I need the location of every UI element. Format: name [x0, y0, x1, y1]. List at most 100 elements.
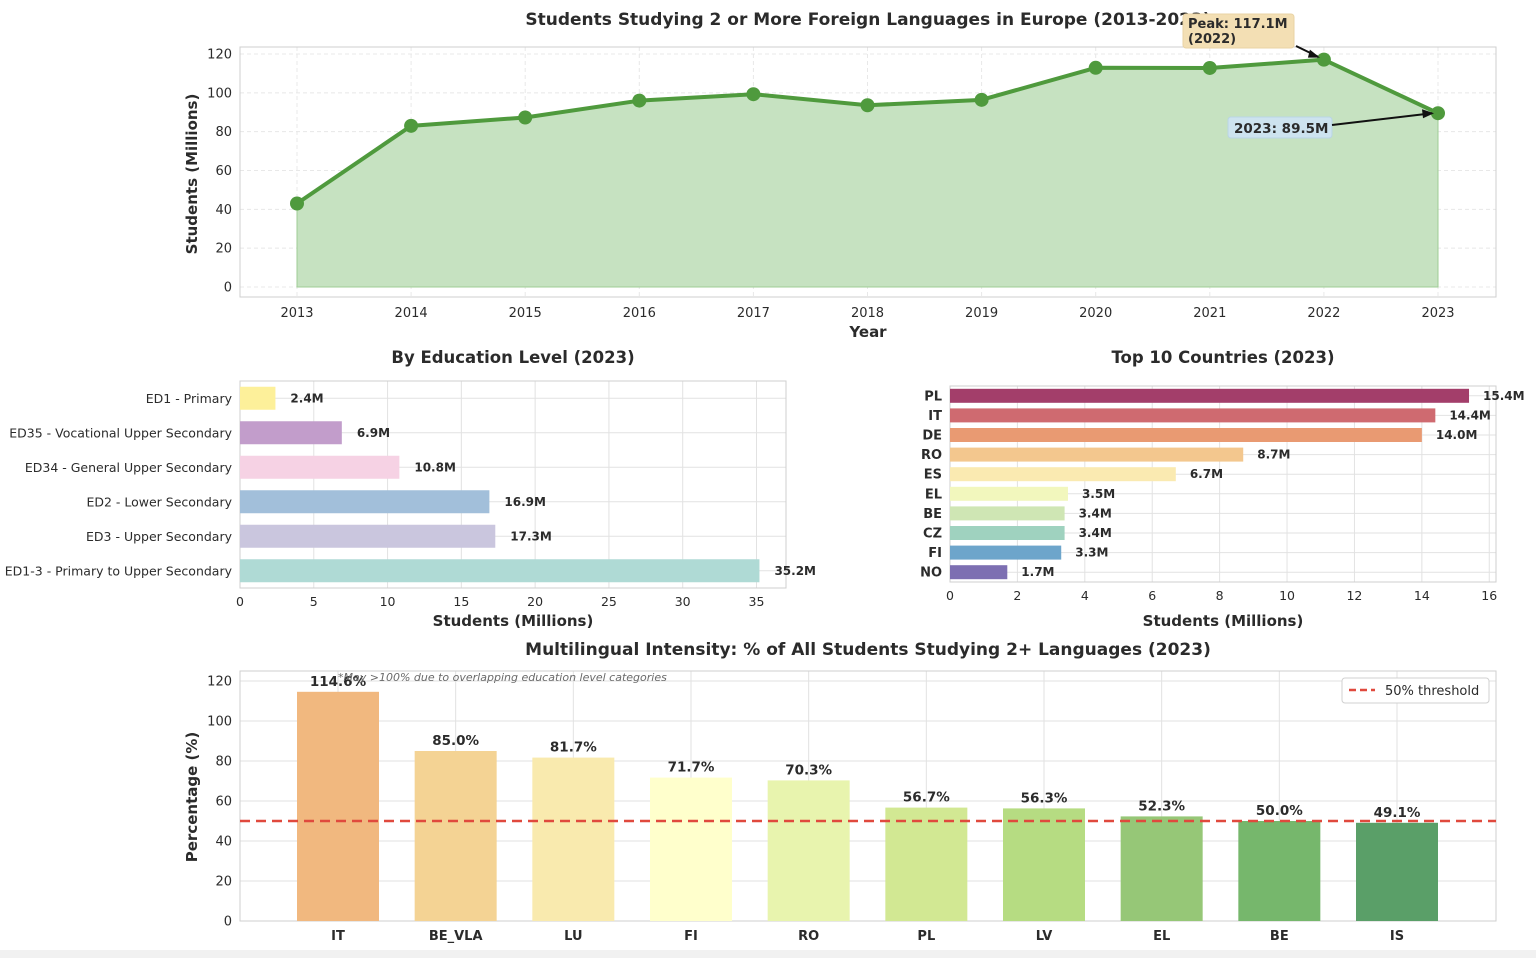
- intensity-bar: [1003, 808, 1085, 921]
- education-chart-bar: [240, 421, 342, 445]
- intensity-bar: [767, 780, 850, 921]
- intensity-bar: [1238, 821, 1321, 921]
- intensity-category-label: BE: [1270, 929, 1289, 944]
- trend-ytick-label: 80: [215, 125, 232, 140]
- countries-chart-frame: [949, 385, 1497, 583]
- intensity-value-label: 49.1%: [1374, 805, 1421, 821]
- countries-chart-category-label: ES: [924, 468, 942, 483]
- intensity-bar: [532, 757, 615, 921]
- education-chart-background: [240, 381, 786, 588]
- intensity-bar: [414, 751, 497, 921]
- education-chart-category-label: ED34 - General Upper Secondary: [25, 460, 233, 475]
- peak-arrowhead: [1307, 49, 1320, 58]
- countries-chart-bar: [950, 486, 1068, 501]
- countries-chart-value-label: 8.7M: [1257, 448, 1290, 462]
- top-countries-chart: Top 10 Countries (2023) Students (Millio…: [920, 348, 1525, 630]
- last-annotation-arrow: [1331, 112, 1433, 126]
- intensity-ytick-label: 60: [215, 795, 232, 810]
- last-annotation-label: 2023: 89.5M: [1234, 121, 1328, 137]
- intensity-note: *May >100% due to overlapping education …: [338, 671, 667, 684]
- trend-xtick-label: 2017: [737, 306, 770, 321]
- trend-xtick-label: 2022: [1307, 306, 1340, 321]
- countries-chart-category-label: IT: [928, 409, 942, 424]
- education-chart-xtick-label: 10: [380, 594, 396, 609]
- countries-chart-xtick-label: 10: [1279, 588, 1295, 603]
- intensity-category-label: BE_VLA: [429, 929, 483, 944]
- education-chart-value-label: 17.3M: [510, 529, 552, 543]
- intensity-chart-title: Multilingual Intensity: % of All Student…: [525, 640, 1211, 660]
- education-chart-bar: [240, 559, 760, 583]
- intensity-category-label: IT: [331, 929, 345, 944]
- trend-point: [860, 98, 875, 113]
- countries-chart-category-label: CZ: [923, 527, 942, 542]
- intensity-category-label: EL: [1153, 929, 1170, 944]
- intensity-value-label: 52.3%: [1138, 798, 1185, 814]
- trend-ytick-label: 20: [215, 242, 232, 257]
- intensity-category-label: LU: [564, 929, 582, 944]
- peak-annotation-box: [1182, 13, 1295, 49]
- figure-footer: [0, 950, 1536, 958]
- trend-chart-xlabel: Year: [848, 323, 887, 341]
- education-chart-category-label: ED1-3 - Primary to Upper Secondary: [5, 563, 233, 578]
- trend-xtick-label: 2016: [623, 306, 656, 321]
- education-chart-category-label: ED3 - Upper Secondary: [86, 529, 233, 544]
- intensity-bar: [885, 807, 968, 921]
- education-chart-value-label: 16.9M: [504, 495, 546, 509]
- countries-chart-category-label: RO: [921, 448, 942, 463]
- education-chart-xtick-label: 30: [675, 594, 691, 609]
- countries-chart-bar: [950, 545, 1062, 560]
- countries-chart-bar: [950, 388, 1470, 403]
- intensity-category-label: PL: [917, 929, 935, 944]
- trend-ytick-label: 100: [207, 86, 232, 101]
- countries-chart-bar: [950, 428, 1422, 442]
- intensity-category-label: IS: [1390, 929, 1404, 944]
- intensity-frame: [239, 670, 1497, 922]
- trend-xtick-label: 2014: [395, 306, 428, 321]
- countries-chart-xtick-label: 12: [1346, 588, 1362, 603]
- trend-chart-frame: [239, 46, 1497, 298]
- countries-chart-value-label: 15.4M: [1483, 389, 1525, 403]
- countries-chart-value-label: 3.4M: [1079, 526, 1112, 540]
- countries-chart-category-label: PL: [924, 389, 942, 404]
- intensity-value-label: 70.3%: [785, 762, 832, 778]
- intensity-bar: [1120, 816, 1203, 921]
- countries-chart-title: Top 10 Countries (2023): [1111, 348, 1334, 367]
- intensity-value-label: 81.7%: [550, 740, 597, 756]
- intensity-category-label: FI: [684, 929, 698, 944]
- countries-chart-xtick-label: 0: [946, 588, 954, 603]
- countries-chart-xtick-label: 16: [1481, 588, 1497, 603]
- countries-chart-xlabel: Students (Millions): [1143, 612, 1304, 630]
- intensity-bar: [650, 777, 732, 921]
- education-chart-title: By Education Level (2023): [391, 348, 634, 367]
- intensity-ytick-label: 0: [224, 915, 232, 930]
- trend-ytick-label: 60: [215, 164, 232, 179]
- intensity-value-label: 56.3%: [1021, 790, 1068, 806]
- countries-chart-bar: [950, 526, 1065, 540]
- trend-point: [290, 196, 304, 211]
- education-chart-value-label: 35.2M: [774, 564, 816, 578]
- education-chart-bar: [240, 455, 400, 479]
- trend-point: [632, 93, 647, 108]
- education-chart-xtick-label: 25: [601, 594, 617, 609]
- intensity-bar: [1356, 822, 1438, 921]
- countries-chart-category-label: FI: [928, 546, 942, 561]
- trend-point: [746, 87, 761, 102]
- intensity-legend: 50% threshold: [1341, 677, 1490, 704]
- education-level-chart: By Education Level (2023) Students (Mill…: [5, 348, 816, 630]
- legend-box: [1341, 677, 1490, 704]
- trend-xtick-label: 2019: [965, 306, 998, 321]
- trend-ytick-label: 120: [207, 48, 232, 63]
- intensity-ytick-label: 20: [215, 875, 232, 890]
- trend-xtick-label: 2021: [1193, 306, 1226, 321]
- countries-chart-value-label: 14.0M: [1436, 428, 1478, 442]
- trend-xtick-label: 2015: [509, 306, 542, 321]
- education-chart-value-label: 6.9M: [357, 426, 390, 440]
- countries-chart-bar: [950, 506, 1065, 521]
- education-chart-category-label: ED35 - Vocational Upper Secondary: [9, 425, 232, 440]
- last-arrowhead: [1422, 109, 1434, 119]
- countries-chart-value-label: 14.4M: [1449, 408, 1491, 422]
- intensity-category-label: RO: [798, 929, 819, 944]
- intensity-ytick-label: 40: [215, 835, 232, 850]
- intensity-bar: [297, 691, 379, 921]
